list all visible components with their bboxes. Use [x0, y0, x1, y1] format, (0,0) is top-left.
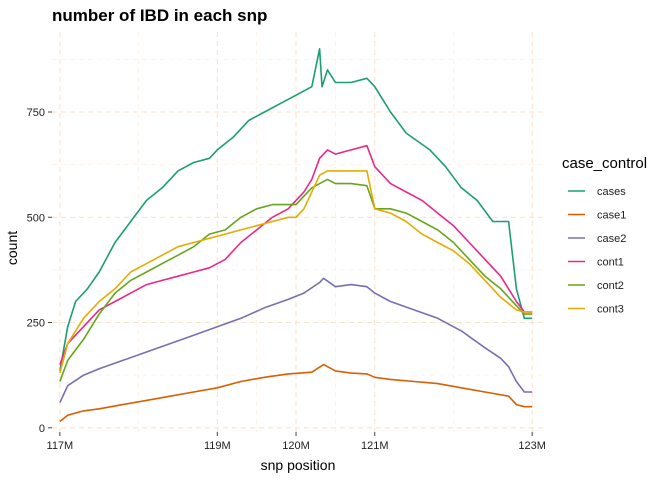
series-line-case2: [59, 277, 533, 403]
series-line-case1: [59, 363, 533, 423]
series-lines: [59, 48, 533, 423]
legend-label-cont3: cont3: [597, 304, 624, 316]
y-tick-label: 500: [27, 212, 45, 224]
x-tick-label: 119M: [204, 440, 231, 452]
grid-lines: [52, 32, 544, 432]
x-tick-label: 123M: [518, 440, 546, 452]
legend-label-case1: case1: [597, 210, 626, 222]
legend-label-cont2: cont2: [597, 280, 624, 292]
y-tick-label: 750: [27, 107, 45, 119]
x-axis: 117M 119M 120M 121M 123M: [47, 432, 546, 452]
legend-label-cont1: cont1: [597, 257, 624, 269]
chart-title: number of IBD in each snp: [52, 6, 267, 25]
series-line-cases: [59, 48, 533, 372]
y-axis-title: count: [4, 231, 20, 265]
x-tick-label: 120M: [282, 440, 310, 452]
y-axis: 0 250 500 750: [27, 107, 52, 435]
series-line-cont3: [59, 170, 533, 374]
series-line-cont2: [59, 178, 533, 382]
y-tick-label: 250: [27, 318, 45, 330]
legend-title: case_control: [562, 155, 647, 172]
series-line-cont1: [59, 144, 533, 365]
x-tick-label: 121M: [361, 440, 389, 452]
x-tick-label: 117M: [47, 440, 74, 452]
x-axis-title: snp position: [261, 457, 336, 473]
legend-label-cases: cases: [597, 186, 626, 198]
legend-label-case2: case2: [597, 233, 626, 245]
y-tick-label: 0: [39, 423, 45, 435]
legend: case_control cases case1 case2 cont1 cont2 co…: [562, 155, 647, 316]
